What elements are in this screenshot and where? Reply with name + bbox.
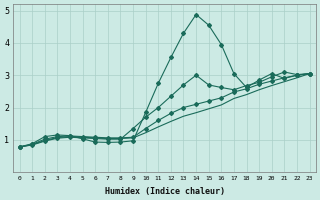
- X-axis label: Humidex (Indice chaleur): Humidex (Indice chaleur): [105, 187, 225, 196]
